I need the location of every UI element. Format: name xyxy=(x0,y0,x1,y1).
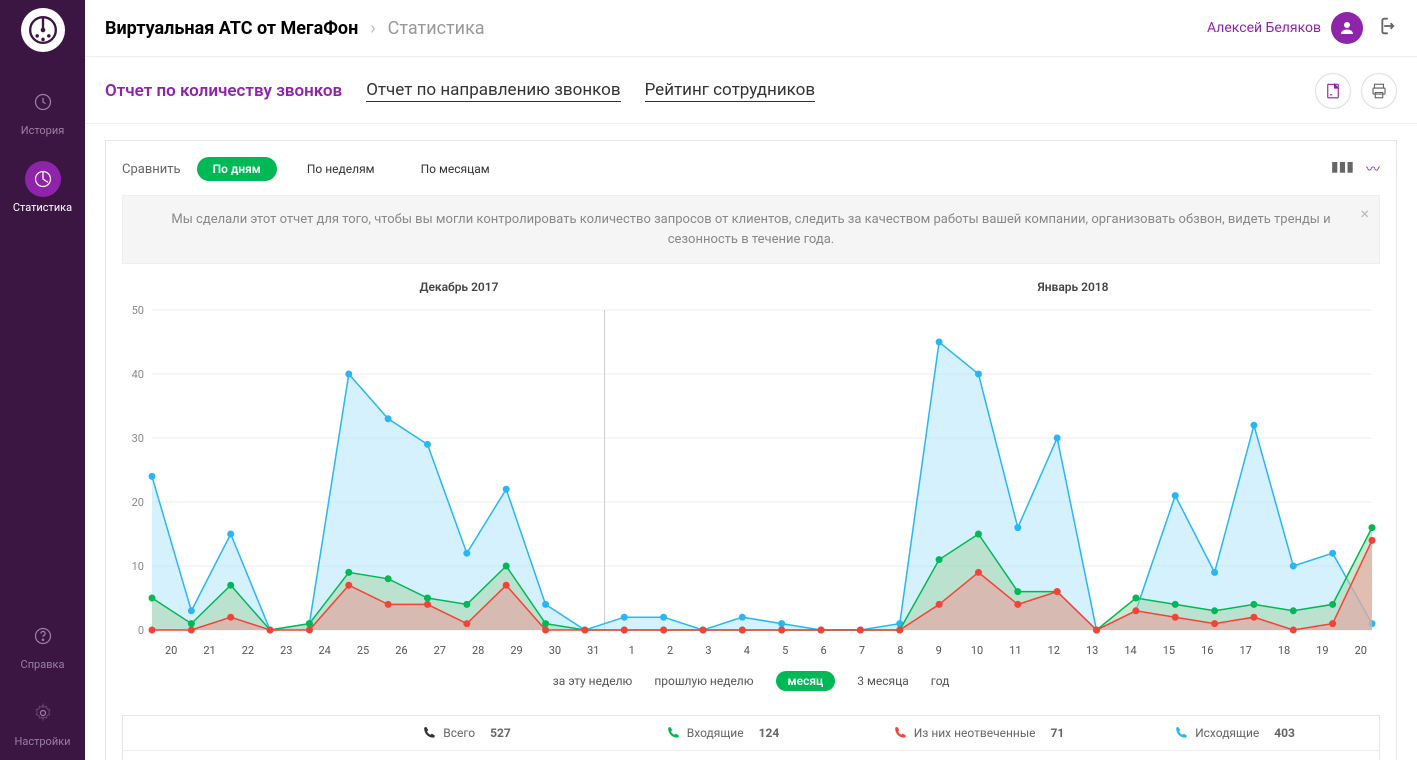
info-banner: Мы сделали этот отчет для того, чтобы вы… xyxy=(122,195,1380,264)
month-label-dec: Декабрь 2017 xyxy=(152,280,766,294)
phone-in-icon xyxy=(667,726,681,740)
x-tick: 20 xyxy=(1342,640,1380,661)
x-tick: 8 xyxy=(881,640,919,661)
sidebar: История Статистика Справка Настройки xyxy=(0,0,85,760)
x-tick: 14 xyxy=(1111,640,1149,661)
summary-table: Всего 527 Входящие 124 Из них неотвеченн… xyxy=(122,715,1380,760)
svg-text:40: 40 xyxy=(132,368,144,381)
month-label-jan: Январь 2018 xyxy=(766,280,1380,294)
x-tick: 9 xyxy=(920,640,958,661)
chart-panel: Сравнить По дням По неделям По месяцам ▮… xyxy=(105,140,1397,760)
x-tick: 5 xyxy=(766,640,804,661)
sidebar-label-stats: Статистика xyxy=(13,201,72,214)
range-this-week[interactable]: за эту неделю xyxy=(553,674,633,688)
sidebar-item-help[interactable]: Справка xyxy=(0,606,85,683)
x-tick: 2 xyxy=(651,640,689,661)
x-tick: 11 xyxy=(996,640,1034,661)
x-axis-labels: 2021222324252627282930311234567891011121… xyxy=(122,640,1380,661)
line-chart-icon[interactable]: 〰 xyxy=(1366,159,1380,179)
x-tick: 6 xyxy=(804,640,842,661)
sidebar-item-stats[interactable]: Статистика xyxy=(0,149,85,226)
col-outgoing: Исходящие 403 xyxy=(1107,726,1363,740)
phone-icon xyxy=(423,726,437,740)
x-tick: 17 xyxy=(1227,640,1265,661)
x-tick: 3 xyxy=(689,640,727,661)
logout-icon[interactable] xyxy=(1375,15,1397,41)
col-missed: Из них неотвеченные 71 xyxy=(851,726,1107,740)
svg-text:30: 30 xyxy=(132,432,144,445)
help-icon xyxy=(25,618,61,654)
svg-text:20: 20 xyxy=(132,496,144,509)
compare-by-week[interactable]: По неделям xyxy=(291,157,391,181)
sidebar-label-settings: Настройки xyxy=(15,735,71,748)
range-selector: за эту неделю прошлую неделю месяц 3 мес… xyxy=(122,671,1380,691)
logo xyxy=(21,8,65,52)
chart-icon xyxy=(25,161,61,197)
phone-out-icon xyxy=(1175,726,1189,740)
svg-text:50: 50 xyxy=(132,304,144,317)
x-tick: 22 xyxy=(229,640,267,661)
x-tick: 7 xyxy=(843,640,881,661)
topbar: Виртуальная АТС от МегаФон › Статистика … xyxy=(85,0,1417,57)
tab-call-count[interactable]: Отчет по количеству звонков xyxy=(105,81,342,102)
page-title: Статистика xyxy=(388,18,485,39)
user-name[interactable]: Алексей Беляков xyxy=(1207,20,1321,36)
clock-icon xyxy=(25,84,61,120)
svg-text:0: 0 xyxy=(138,624,144,637)
x-tick: 24 xyxy=(306,640,344,661)
range-year[interactable]: год xyxy=(931,674,950,688)
x-tick: 10 xyxy=(958,640,996,661)
avatar[interactable] xyxy=(1331,12,1363,44)
sidebar-item-history[interactable]: История xyxy=(0,72,85,149)
x-tick: 1 xyxy=(613,640,651,661)
range-3months[interactable]: 3 месяца xyxy=(857,674,909,688)
x-tick: 28 xyxy=(459,640,497,661)
x-tick: 16 xyxy=(1188,640,1226,661)
x-tick: 26 xyxy=(382,640,420,661)
phone-missed-icon xyxy=(894,726,908,740)
breadcrumb: Виртуальная АТС от МегаФон › Статистика xyxy=(105,18,485,39)
info-text: Мы сделали этот отчет для того, чтобы вы… xyxy=(171,212,1330,247)
col-total: Всего 527 xyxy=(339,726,595,740)
x-tick: 13 xyxy=(1073,640,1111,661)
report-tabs: Отчет по количеству звонков Отчет по нап… xyxy=(85,57,1417,124)
x-tick: 21 xyxy=(190,640,228,661)
export-button[interactable] xyxy=(1315,73,1351,109)
x-tick: 12 xyxy=(1035,640,1073,661)
x-tick: 31 xyxy=(574,640,612,661)
x-tick: 20 xyxy=(152,640,190,661)
sidebar-label-history: История xyxy=(21,124,65,137)
x-tick: 15 xyxy=(1150,640,1188,661)
tab-employee-rating[interactable]: Рейтинг сотрудников xyxy=(645,80,816,102)
table-row[interactable]: Сб, 20 января 17 16 14 1 xyxy=(123,751,1379,760)
x-tick: 23 xyxy=(267,640,305,661)
x-tick: 19 xyxy=(1303,640,1341,661)
tab-call-direction[interactable]: Отчет по направлению звонков xyxy=(366,80,620,102)
compare-label: Сравнить xyxy=(122,162,181,177)
chevron-right-icon: › xyxy=(370,18,375,39)
close-icon[interactable]: × xyxy=(1360,202,1369,226)
x-tick: 25 xyxy=(344,640,382,661)
range-month[interactable]: месяц xyxy=(776,671,836,691)
compare-by-month[interactable]: По месяцам xyxy=(405,157,506,181)
sidebar-item-settings[interactable]: Настройки xyxy=(0,683,85,760)
chart-svg: 0 10 20 30 40 50 xyxy=(122,300,1382,640)
x-tick: 18 xyxy=(1265,640,1303,661)
x-tick: 27 xyxy=(421,640,459,661)
svg-text:10: 10 xyxy=(132,560,144,573)
x-tick: 4 xyxy=(728,640,766,661)
range-last-week[interactable]: прошлую неделю xyxy=(654,674,753,688)
bar-chart-icon[interactable]: ▮▮▮ xyxy=(1331,159,1354,179)
line-chart: Декабрь 2017 Январь 2018 01020304050 202… xyxy=(122,280,1380,691)
col-incoming: Входящие 124 xyxy=(595,726,851,740)
print-button[interactable] xyxy=(1361,73,1397,109)
compare-by-day[interactable]: По дням xyxy=(197,157,277,181)
app-title[interactable]: Виртуальная АТС от МегаФон xyxy=(105,18,358,39)
sidebar-label-help: Справка xyxy=(21,658,65,671)
x-tick: 29 xyxy=(497,640,535,661)
gear-icon xyxy=(25,695,61,731)
x-tick: 30 xyxy=(536,640,574,661)
